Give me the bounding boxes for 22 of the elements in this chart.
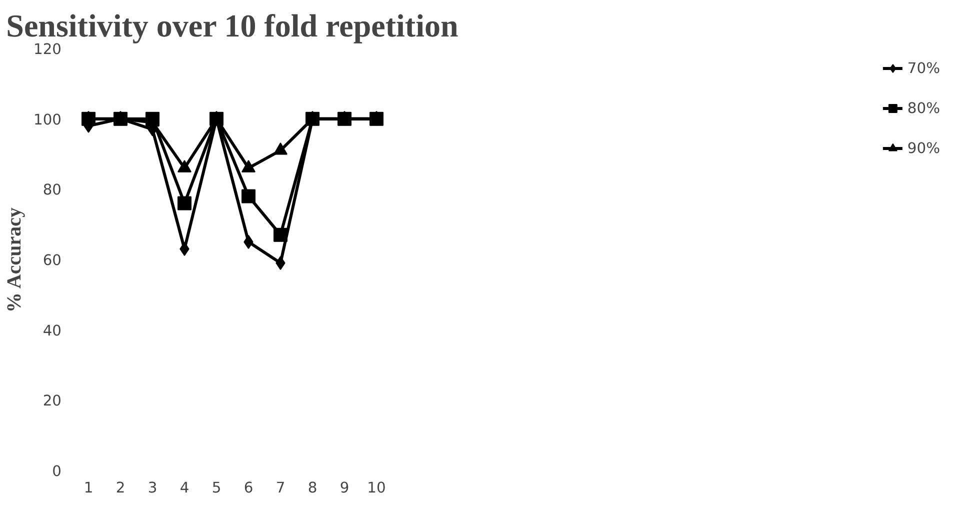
legend-label: 80% bbox=[907, 100, 940, 116]
x-tick-label: 8 bbox=[308, 480, 318, 496]
x-tick-label: 2 bbox=[116, 480, 126, 496]
x-tick-label: 4 bbox=[180, 480, 190, 496]
y-tick-label: 120 bbox=[34, 41, 62, 58]
x-tick-label: 1 bbox=[84, 480, 94, 496]
y-tick-label: 40 bbox=[42, 322, 62, 340]
y-tick-label: 100 bbox=[34, 111, 62, 128]
legend-label: 90% bbox=[907, 140, 940, 156]
x-tick-label: 6 bbox=[244, 480, 254, 496]
x-tick-label: 10 bbox=[367, 480, 386, 496]
x-tick-label: 5 bbox=[212, 480, 222, 496]
y-tick-label: 60 bbox=[42, 252, 62, 269]
x-tick-label: 7 bbox=[276, 480, 286, 496]
y-tick-label: 80 bbox=[42, 182, 62, 199]
x-tick-label: 3 bbox=[148, 480, 158, 496]
y-tick-label: 20 bbox=[42, 392, 62, 410]
x-tick-label: 9 bbox=[340, 480, 350, 496]
y-tick-label: 0 bbox=[52, 463, 62, 480]
legend-label: 70% bbox=[907, 60, 940, 76]
y-axis-title: % Accuracy bbox=[4, 208, 26, 313]
chart-title: Sensitivity over 10 fold repetition bbox=[6, 8, 458, 44]
